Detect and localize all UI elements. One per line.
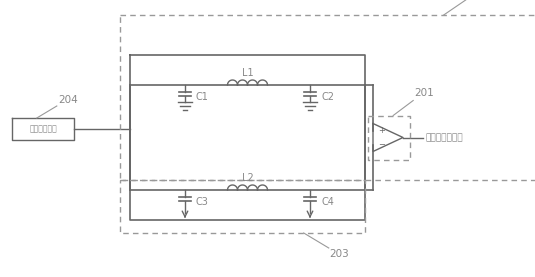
Text: 203: 203 bbox=[330, 249, 349, 259]
Text: L2: L2 bbox=[242, 173, 254, 183]
Text: −: − bbox=[378, 140, 385, 149]
Text: 实际手机天线: 实际手机天线 bbox=[29, 124, 57, 134]
Text: C3: C3 bbox=[196, 197, 209, 207]
Text: 204: 204 bbox=[58, 95, 78, 105]
Text: 手机信号输入端: 手机信号输入端 bbox=[426, 133, 464, 142]
Text: C4: C4 bbox=[321, 197, 334, 207]
Text: 201: 201 bbox=[414, 88, 434, 99]
Text: C2: C2 bbox=[321, 92, 334, 102]
Text: L1: L1 bbox=[242, 68, 253, 78]
Text: +: + bbox=[378, 126, 385, 135]
Text: C1: C1 bbox=[196, 92, 209, 102]
